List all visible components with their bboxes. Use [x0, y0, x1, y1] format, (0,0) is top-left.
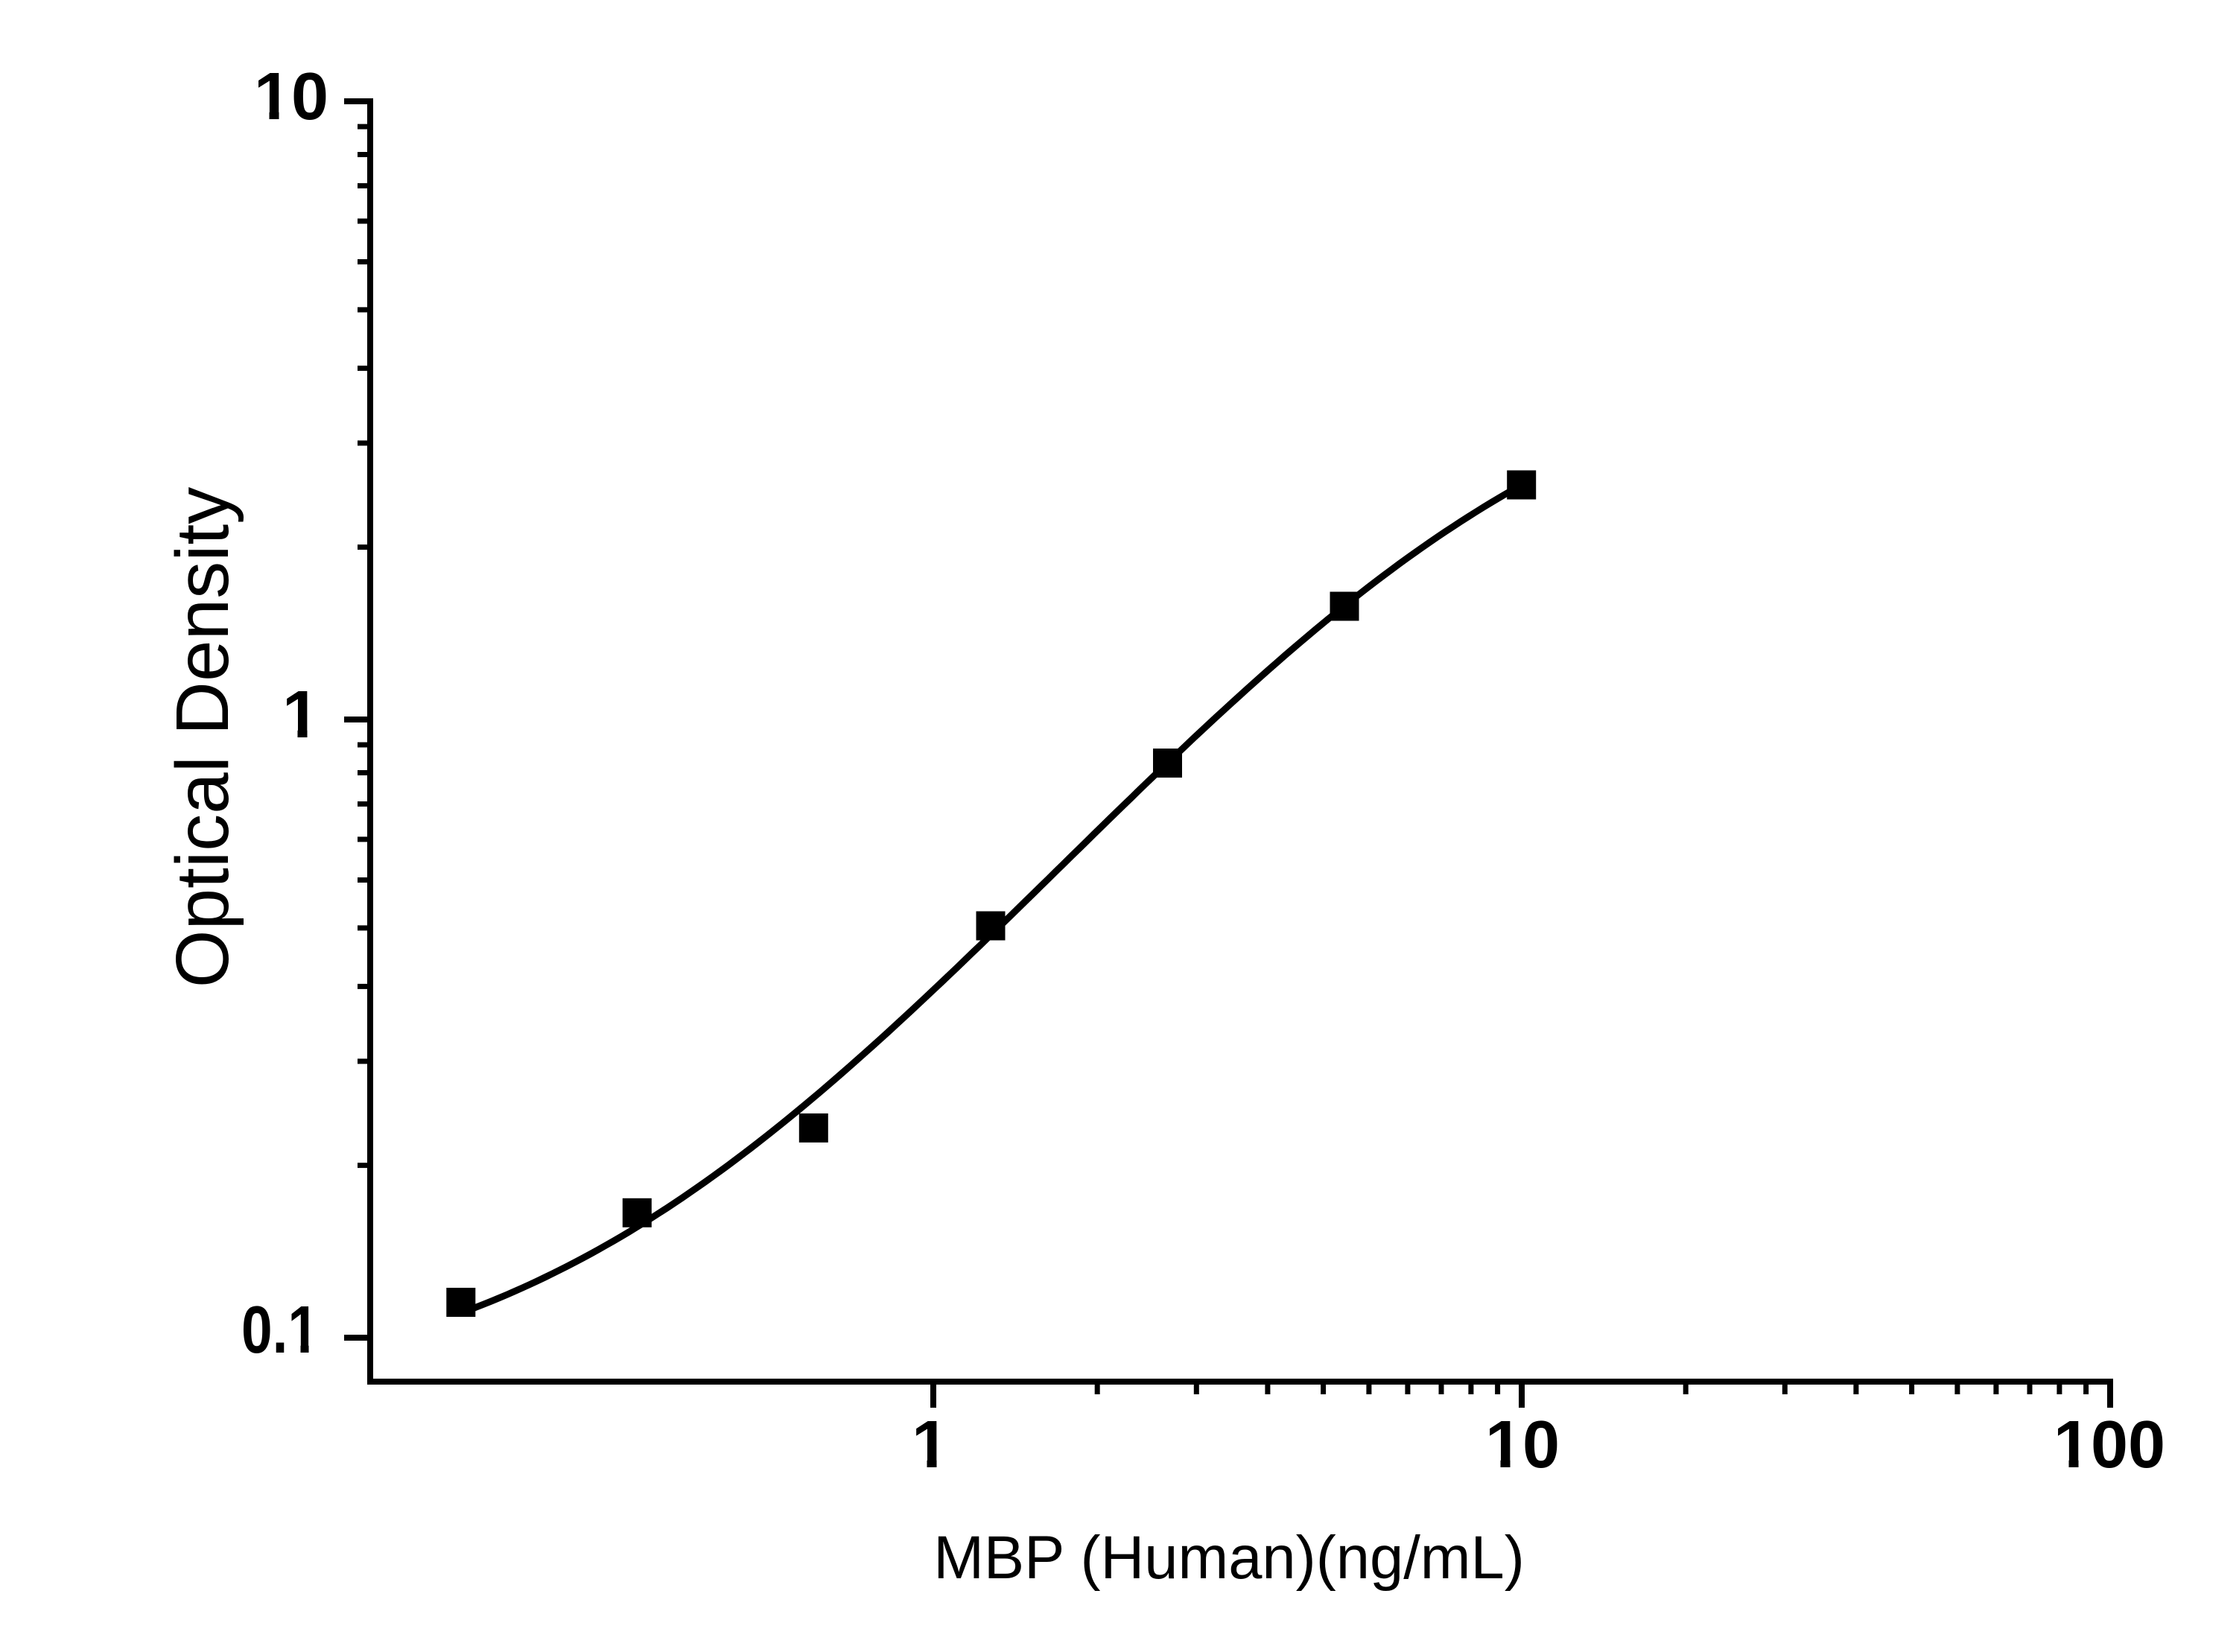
svg-text:0.1: 0.1: [241, 1293, 319, 1367]
svg-text:10: 10: [254, 60, 328, 134]
svg-text:MBP (Human)(ng/mL): MBP (Human)(ng/mL): [933, 1524, 1525, 1592]
svg-text:10: 10: [1485, 1408, 1560, 1482]
svg-text:1: 1: [912, 1408, 949, 1482]
svg-text:1: 1: [282, 678, 320, 752]
svg-text:100: 100: [2054, 1408, 2165, 1482]
svg-text:Optical Density: Optical Density: [161, 487, 244, 988]
